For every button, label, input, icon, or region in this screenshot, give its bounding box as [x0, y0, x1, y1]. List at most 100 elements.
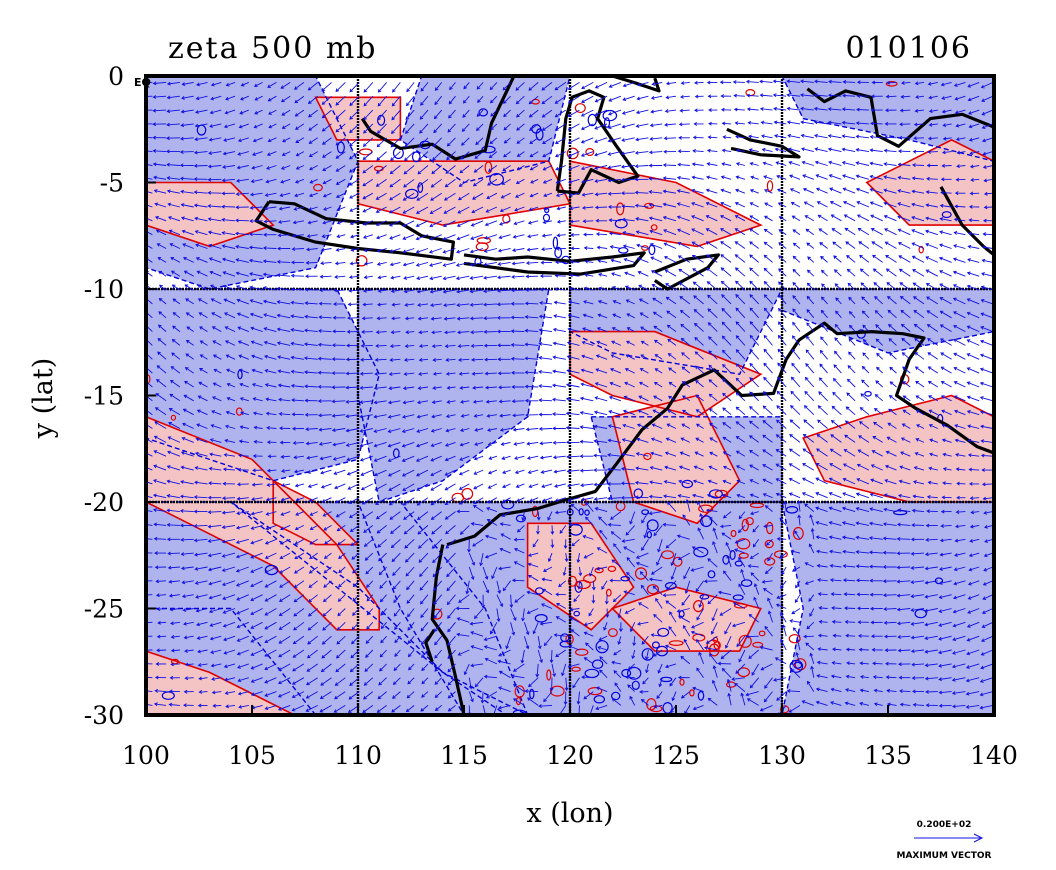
positive-contour-blob: [679, 678, 685, 686]
positive-contour-blob: [585, 148, 595, 157]
negative-contour-blob: [633, 488, 644, 499]
positive-vorticity-region: [146, 182, 274, 247]
positive-contour: [146, 181, 275, 248]
positive-contour-blob: [476, 237, 491, 245]
negative-contour-blob: [377, 114, 386, 126]
positive-contour-blob: [576, 579, 591, 590]
positive-contour-blob: [574, 103, 586, 114]
positive-contour-blob: [758, 630, 766, 637]
y-tick-label: -15: [84, 382, 124, 411]
positive-contour-blob: [587, 686, 603, 696]
positive-contour-blob: [794, 658, 807, 671]
positive-contour-blob: [714, 489, 729, 499]
negative-contour-blob: [515, 514, 527, 523]
x-tick-label: 130: [758, 741, 806, 770]
negative-contour-blob: [573, 610, 581, 617]
negative-contour-blob: [336, 141, 345, 154]
negative-contour-blob: [646, 531, 653, 539]
positive-contour-blob: [730, 529, 737, 538]
negative-contour-blob: [646, 519, 659, 532]
positive-contour-blob: [885, 81, 898, 87]
vector-legend-arrowhead: [973, 833, 984, 843]
vector-legend-label: MAXIMUM VECTOR: [896, 851, 991, 861]
x-tick-label: 110: [334, 741, 382, 770]
negative-contour-blob: [411, 151, 421, 163]
positive-contour-blob: [515, 696, 522, 706]
negative-contour-blob: [700, 515, 713, 528]
x-tick-label: 135: [864, 741, 912, 770]
positive-contour-blob: [668, 640, 684, 646]
negative-contour-blob: [732, 594, 744, 601]
negative-contour-blob: [603, 117, 611, 128]
x-tick-label: 125: [652, 741, 700, 770]
wind-vectors: [146, 79, 994, 715]
negative-contour-blob: [478, 108, 488, 117]
positive-contour-blob: [745, 517, 754, 526]
positive-contour: [146, 650, 295, 715]
positive-contour-blob: [708, 643, 720, 657]
y-tick-label: -30: [84, 701, 124, 730]
negative-contour-blob: [655, 645, 669, 657]
negative-contour-blob: [657, 627, 670, 637]
positive-contour-blob: [313, 183, 323, 192]
negative-contour-blob: [914, 608, 927, 619]
x-tick-label: 100: [122, 741, 170, 770]
coastline-segment: [806, 87, 994, 148]
plot-area: [146, 76, 994, 715]
coastline-segment: [611, 76, 661, 93]
negative-contour-blob: [627, 666, 642, 680]
positive-contour-blob: [643, 452, 652, 461]
negative-contour-blob: [535, 128, 544, 141]
negative-contour-blob: [893, 509, 908, 516]
y-tick-label: -20: [84, 488, 124, 517]
positive-contour-blob: [650, 224, 658, 231]
positive-contour-blob: [355, 255, 368, 267]
negative-contour-blob: [584, 509, 590, 516]
positive-contour-blob: [736, 538, 751, 550]
positive-contour-blob: [531, 505, 539, 518]
negative-contour-blob: [542, 213, 551, 222]
coastline-segment: [939, 186, 994, 257]
chart-title: zeta 500 mb: [168, 31, 378, 66]
positive-contour-blob: [788, 634, 801, 644]
negative-contour-blob: [664, 581, 677, 590]
positive-contour: [272, 479, 360, 546]
positive-contour-blob: [546, 669, 552, 681]
positive-contour-blob: [672, 556, 683, 567]
negative-vorticity-region: [358, 289, 549, 502]
negative-contour-blob: [591, 659, 604, 669]
negative-contour: [228, 501, 529, 715]
positive-contour-blob: [752, 641, 764, 648]
negative-contour-blob: [620, 576, 630, 582]
positive-vorticity-region: [146, 651, 295, 715]
x-tick-label: 105: [228, 741, 276, 770]
negative-contour-blob: [740, 579, 753, 587]
negative-contour: [781, 501, 994, 715]
positive-contour-blob: [235, 407, 243, 416]
negative-contour-blob: [681, 479, 694, 489]
positive-contour-blob: [779, 705, 790, 714]
positive-contour-blob: [689, 689, 695, 697]
positive-contour-blob: [634, 567, 648, 580]
x-axis-ticks: 100 105 110 115 120 125 130 135 140: [122, 705, 1018, 770]
positive-contour: [610, 586, 762, 652]
negative-vorticity-region: [400, 76, 570, 183]
positive-contour-blob: [575, 648, 589, 656]
negative-contour-blob: [552, 236, 559, 249]
x-tick-label: 120: [546, 741, 594, 770]
coastline-segment: [555, 89, 640, 195]
negative-vorticity-region: [146, 289, 380, 481]
vector-legend: 0.200E+02 MAXIMUM VECTOR: [896, 820, 991, 861]
negative-contour-blob: [529, 688, 535, 700]
negative-contour: [781, 288, 994, 354]
negative-contour-blob: [660, 676, 673, 683]
negative-contour-blob: [793, 661, 803, 669]
coastline-segment: [726, 127, 801, 159]
chart-date-label: 010106: [845, 31, 972, 66]
positive-contour-blob: [792, 526, 804, 540]
positive-contour-blob: [605, 588, 612, 597]
positive-contour-blob: [646, 584, 660, 595]
negative-contour-blob: [864, 390, 872, 397]
negative-contour-blob: [641, 648, 654, 661]
